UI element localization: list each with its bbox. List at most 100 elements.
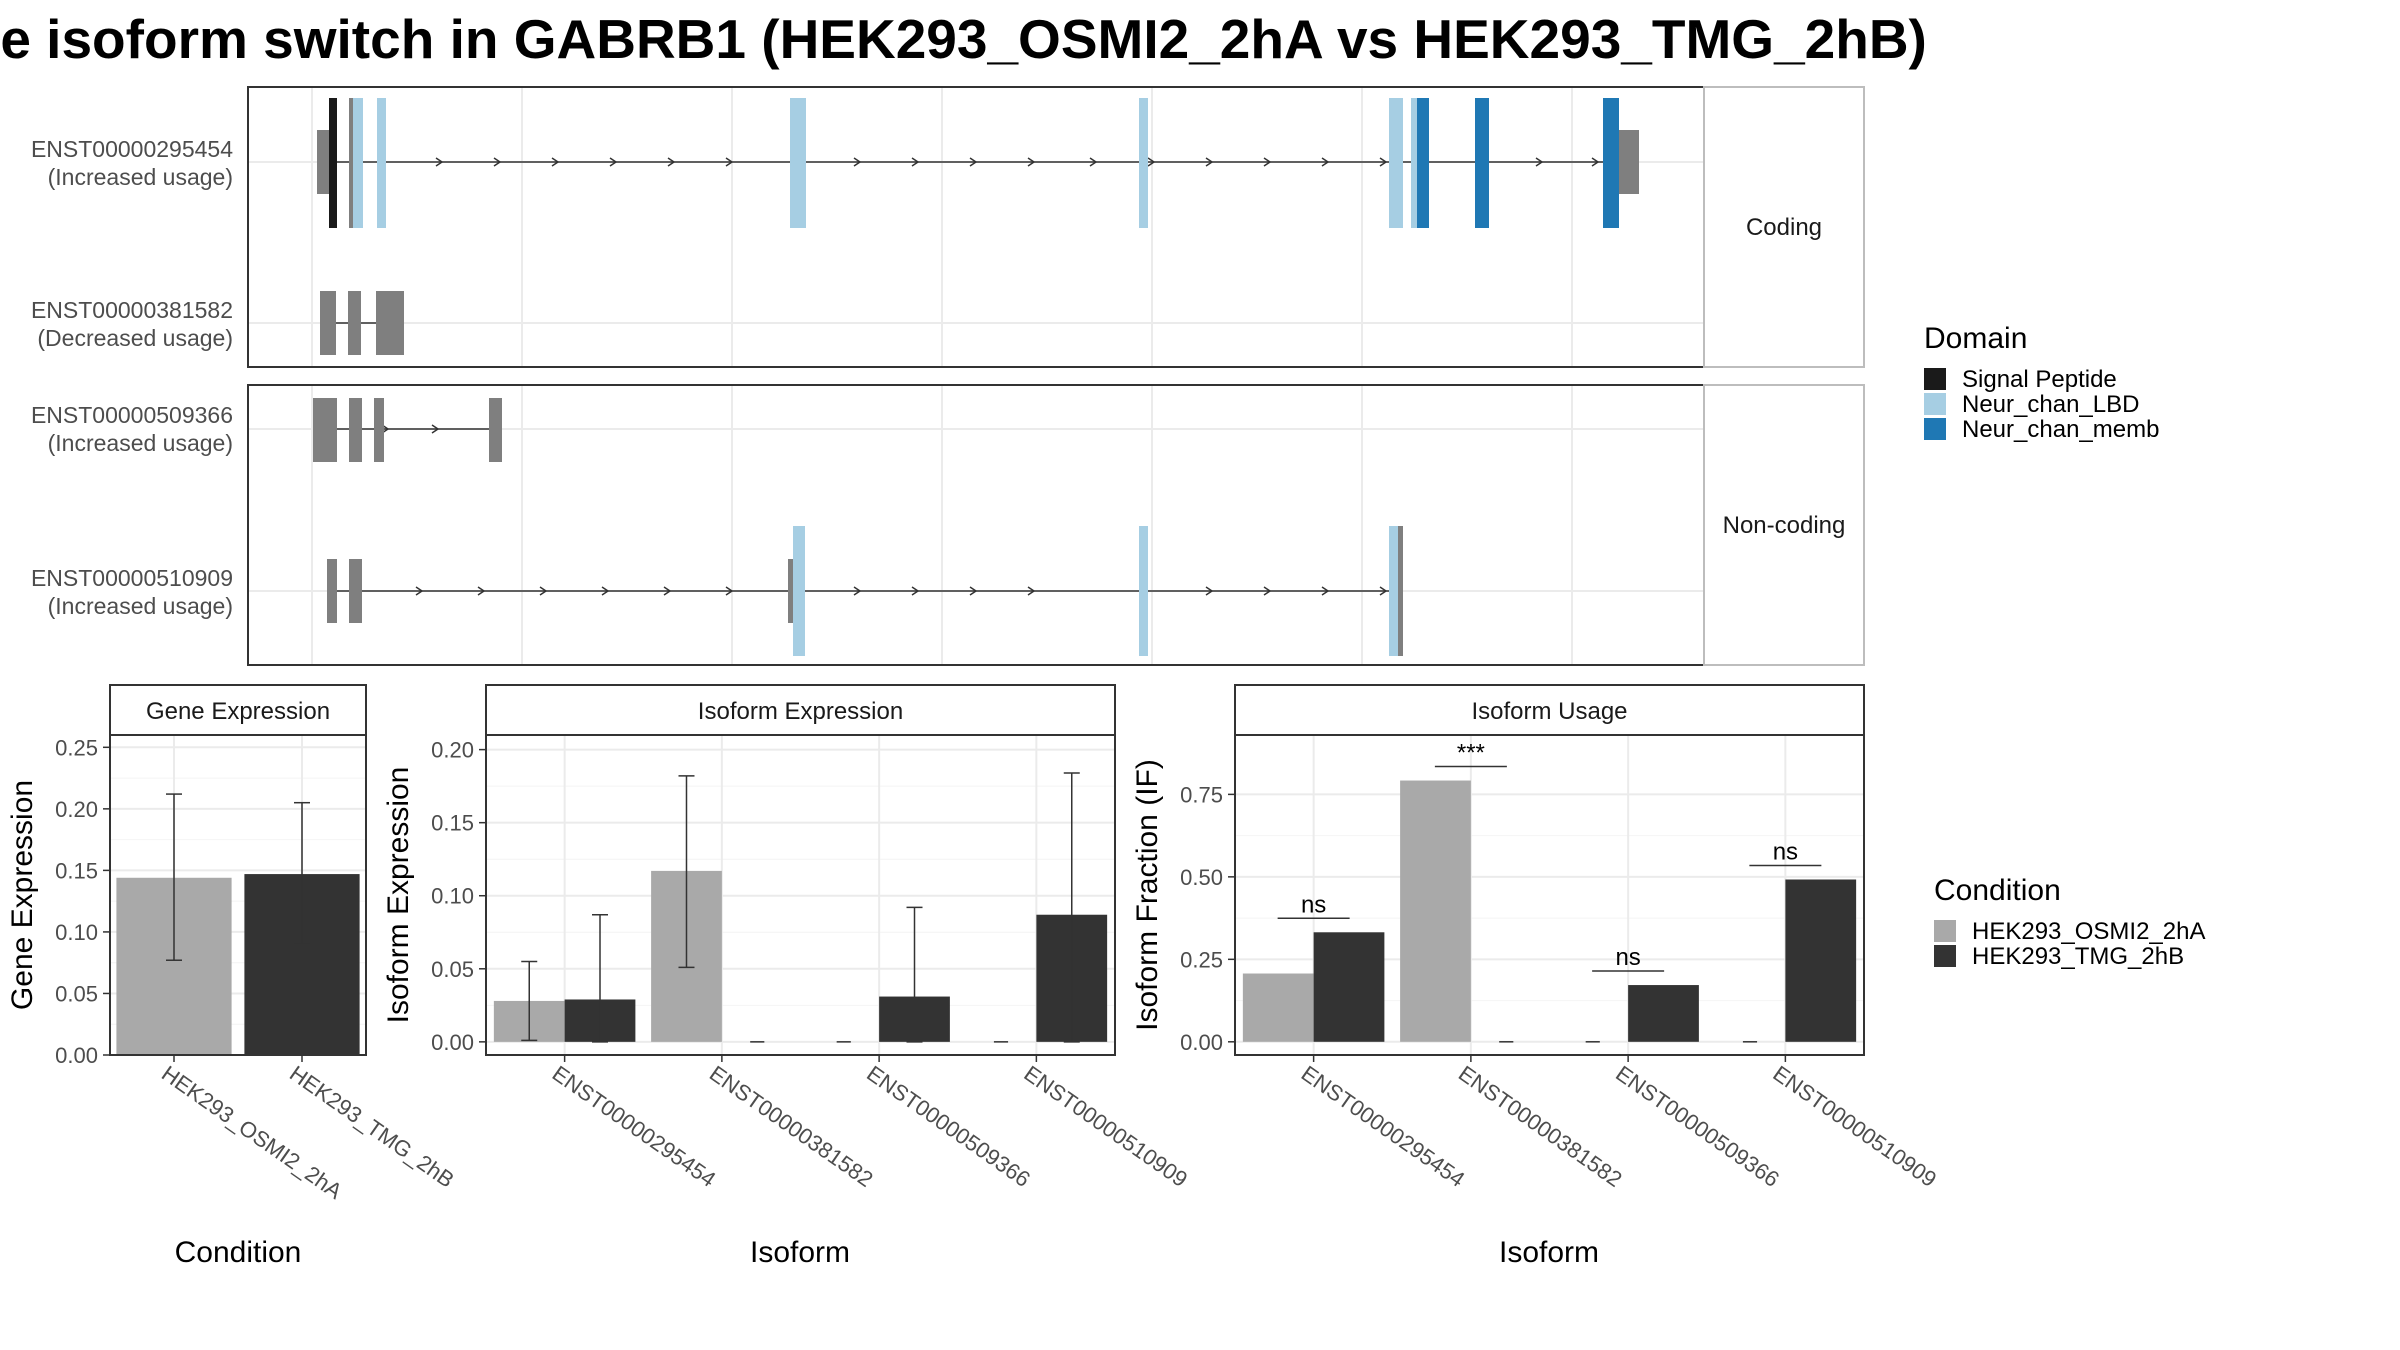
neur-chan-lbd-exon [353,98,363,228]
chart-panel-border [109,734,367,1056]
coding-strip [1703,86,1865,368]
y-tick-label: 0.25 [55,735,98,760]
significance-label: ns [1773,838,1798,865]
transcript-id-label: ENST00000509366 [31,402,233,428]
significance-label: ns [1615,944,1640,971]
utr-exon [349,98,353,228]
y-tick-label: 0.50 [1180,865,1223,890]
x-axis-title: Condition [175,1236,302,1269]
transcript-usage-label: (Increased usage) [48,164,233,190]
domain-legend-title: Domain [1924,322,2027,355]
noncoding-exon [788,559,793,623]
y-tick-label: 0.00 [1180,1030,1223,1055]
noncoding-exon [1398,526,1403,656]
neur-chan-lbd-exon [1411,98,1417,228]
noncoding-exon [313,398,337,462]
utr-exon [1619,130,1639,194]
bar [1785,879,1857,1042]
neur-chan-lbd-exon [377,98,386,228]
transcript-usage-label: (Decreased usage) [37,325,233,351]
transcript-usage-label: (Increased usage) [48,430,233,456]
transcript-track-ENST00000381582: ENST00000381582 (Decreased usage) [31,291,404,355]
transcript-track-ENST00000509366: ENST00000509366 (Increased usage) [31,398,502,462]
condition-legend-title: Condition [1934,874,2061,907]
y-tick-label: 0.00 [55,1043,98,1068]
chart-strip [485,684,1116,736]
noncoding-exon [489,398,502,462]
y-axis-title: Isoform Expression [382,767,415,1024]
neur-chan-lbd-exon [1389,98,1403,228]
noncoding-strip-label: Non-coding [1723,512,1846,539]
isoform-expression-chart: Isoform Expression 0.00 0.05 0.10 0.15 0.20 EN… [382,684,1192,1269]
noncoding-exon [349,559,362,623]
y-tick-label: 0.05 [55,981,98,1006]
neur-chan-lbd-exon [793,526,805,656]
x-axis-title: Isoform [1499,1236,1599,1269]
neur-chan-lbd-exon [790,98,806,228]
signal-peptide-exon [329,98,337,228]
transcript-id-label: ENST00000510909 [31,565,233,591]
domain-legend-label: Neur_chan_LBD [1962,391,2139,418]
noncoding-exon [376,291,404,355]
y-tick-label: 0.20 [431,738,474,763]
domain-legend-swatch [1924,393,1946,415]
significance-label: ns [1301,891,1326,918]
y-tick-label: 0.10 [431,884,474,909]
bar [1242,973,1314,1042]
y-tick-label: 0.75 [1180,782,1223,807]
domain-legend: Domain Signal PeptideNeur_chan_LBDNeur_c… [1924,322,2159,443]
transcript-id-label: ENST00000295454 [31,136,233,162]
chart-strip-title: Isoform Expression [698,698,903,725]
isoform-usage-chart: Isoform Usage 0.00 0.25 0.50 0.75 ns *** ns ns EN… [1131,684,1942,1269]
bar [1313,932,1385,1042]
x-tick-label: ENST00000295454 [1297,1061,1470,1192]
x-axis-title: Isoform [750,1236,850,1269]
condition-legend-swatch [1934,945,1956,967]
x-tick-label: ENST00000381582 [705,1061,878,1192]
intron-direction-arrows [415,586,1388,596]
condition-legend-label: HEK293_TMG_2hB [1972,943,2184,970]
x-tick-label: ENST00000295454 [548,1061,721,1192]
x-tick-label: ENST00000510909 [1769,1061,1942,1192]
y-tick-label: 0.00 [431,1030,474,1055]
chart-strip-title: Isoform Usage [1471,698,1627,725]
y-tick-label: 0.25 [1180,947,1223,972]
noncoding-exon [374,398,384,462]
transcript-track-ENST00000295454: ENST00000295454 (Increased usage) [31,98,1639,228]
y-tick-label: 0.15 [55,858,98,883]
neur-chan-lbd-exon [1139,526,1148,656]
coding-strip-label: Coding [1746,214,1822,241]
y-axis-title: Isoform Fraction (IF) [1131,759,1164,1031]
y-axis-title: Gene Expression [6,780,39,1010]
x-tick-label: ENST00000381582 [1454,1061,1627,1192]
noncoding-facet-background [247,384,1705,666]
significance-label: *** [1457,740,1485,767]
transcript-structure-panel: Coding Non-coding ENST00000295454 (Incre… [31,86,1865,666]
figure-title: The isoform switch in GABRB1 (HEK293_OSM… [0,8,1927,70]
x-tick-label: ENST00000509366 [1611,1061,1784,1192]
noncoding-exon [327,559,337,623]
bar [1628,985,1699,1042]
y-tick-label: 0.10 [55,920,98,945]
noncoding-strip [1703,384,1865,666]
chart-panel-border [1234,734,1865,1056]
bar [1400,780,1471,1042]
chart-strip-title: Gene Expression [146,698,330,725]
neur-chan-memb-exon [1603,98,1619,228]
coding-facet: Coding [247,86,1865,368]
neur-chan-memb-exon [1417,98,1429,228]
y-tick-label: 0.05 [431,957,474,982]
noncoding-exon [349,398,362,462]
utr-exon [317,130,329,194]
intron-direction-arrows [435,157,1600,167]
neur-chan-lbd-exon [1389,526,1398,656]
chart-strip [109,684,367,736]
chart-panel-border [485,734,1116,1056]
transcript-id-label: ENST00000381582 [31,297,233,323]
noncoding-exon [320,291,336,355]
condition-legend-label: HEK293_OSMI2_2hA [1972,918,2205,945]
transcript-usage-label: (Increased usage) [48,593,233,619]
noncoding-exon [348,291,361,355]
